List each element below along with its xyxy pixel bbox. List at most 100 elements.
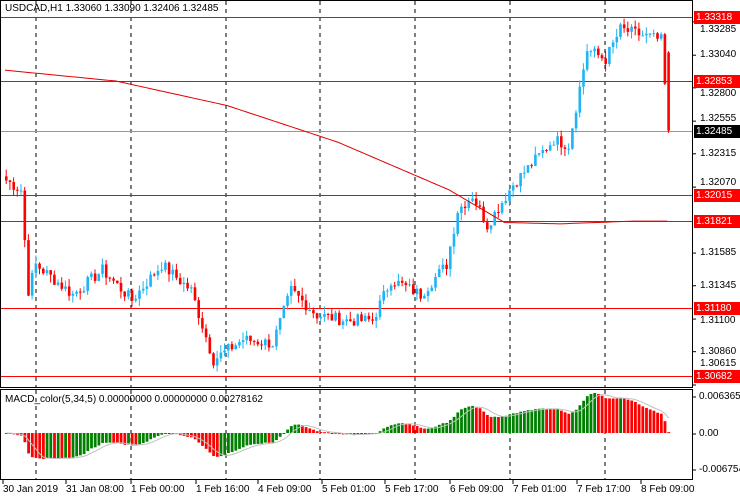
candle-body [626,28,630,32]
candle-body [326,314,330,316]
candle-body [363,315,367,321]
time-axis-label: 31 Jan 08:00 [66,484,124,495]
candle-body [382,291,385,301]
macd-bar [578,405,582,433]
candle-body [112,278,115,281]
macd-bar [423,428,426,433]
candle-body [330,314,334,321]
candle-body [523,172,526,174]
candle-body [493,212,496,226]
candle-body [652,33,656,35]
candle-body [500,203,504,213]
macd-bar [419,427,423,433]
macd-bar [123,433,127,445]
macd-bar [386,426,389,433]
candle-body [415,288,419,295]
macd-bar [471,405,474,433]
candle-body [178,277,182,285]
candle-body [5,176,8,181]
macd-bar [363,433,367,434]
candle-body [526,165,530,173]
candle-body [45,270,49,274]
candle-body [345,319,348,322]
candle-body [271,346,274,348]
candle-body [186,282,189,289]
candle-body [156,270,160,276]
macd-bar [27,433,30,454]
candle-body [264,339,267,346]
candle-body [60,282,64,289]
macd-bar [534,409,537,433]
candle-body [256,341,260,345]
macd-bar [615,398,619,433]
price-axis-label: 1.30615 [700,358,737,369]
candle-body [486,222,489,230]
level-price-tag: 1.33318 [694,11,740,24]
candle-body [234,345,237,350]
candle-body [38,263,41,269]
candle-body [663,34,667,84]
macd-bar [611,398,615,433]
candle-body [667,52,670,131]
candle-body [474,198,478,206]
candle-body [252,341,256,343]
current-price-tag: 1.32485 [694,125,740,138]
macd-bar [160,433,164,435]
macd-bar [260,433,264,444]
macd-bar [523,411,526,433]
moving-average-line [4,69,668,225]
price-axis-label: 1.33040 [700,49,737,60]
macd-bar [212,433,215,456]
macd-bar [519,411,523,433]
candle-body [497,212,500,214]
macd-bar [434,426,437,433]
macd-bar [526,410,530,433]
candle-body [97,273,101,281]
macd-bar [167,433,171,434]
macd-bar [101,433,104,443]
candle-body [419,288,422,299]
macd-bar [622,398,626,433]
macd-bar [641,406,645,433]
candle-body [282,305,286,318]
macd-bar [556,408,560,433]
candle-body [23,190,27,241]
candle-body [108,277,112,279]
candle-body [622,24,626,29]
macd-bar [545,408,548,433]
macd-bar [75,433,79,457]
candle-body [160,269,163,271]
candle-body [367,315,371,320]
macd-bar [515,413,519,433]
candle-body [371,319,374,321]
macd-bar [667,432,671,434]
candle-body [519,173,522,187]
candle-body [471,198,474,201]
candle-body [548,145,552,151]
candle-body [293,286,297,291]
macd-bar [93,433,97,448]
candle-body [637,28,641,36]
main-pane-border [0,0,693,388]
macd-bar [437,424,441,433]
candle-body [175,269,178,278]
candle-body [534,154,537,166]
macd-bar [463,407,467,433]
macd-bar [552,409,556,433]
candle-body [338,312,341,326]
candle-body [352,321,356,326]
macd-bar [338,433,341,435]
macd-bar [367,433,371,434]
candle-body [119,282,123,292]
candle-body [79,291,82,293]
level-price-tag: 1.31180 [694,302,740,315]
macd-bar [563,412,567,433]
time-axis-label: 5 Feb 01:00 [322,484,376,495]
macd-bar [153,433,156,438]
candle-body [560,136,563,148]
macd-bar [478,408,482,433]
candle-body [323,314,326,317]
level-price-tag: 1.30682 [694,370,740,383]
macd-axis-label: -0.006754 [699,464,740,475]
